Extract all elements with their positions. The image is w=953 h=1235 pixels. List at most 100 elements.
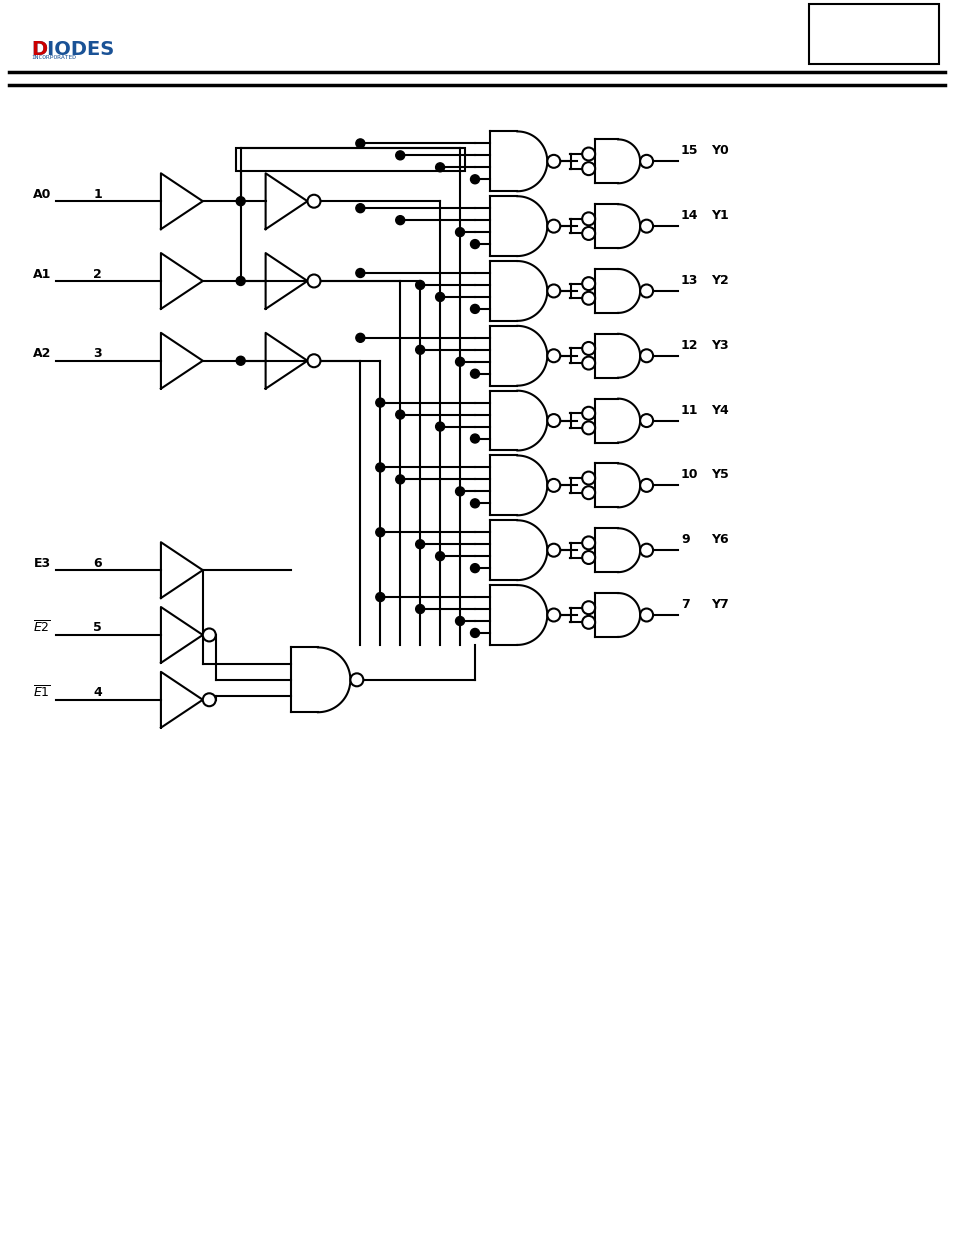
Text: 13: 13 [680,274,698,287]
Circle shape [470,175,479,184]
Text: A2: A2 [32,347,51,361]
Circle shape [307,354,320,367]
Circle shape [470,304,479,314]
Text: A1: A1 [32,268,51,280]
Text: 2: 2 [93,268,102,280]
Circle shape [639,284,653,298]
Text: Y7: Y7 [710,598,728,611]
Circle shape [436,293,444,301]
Text: $\overline{E1}$: $\overline{E1}$ [33,685,51,700]
Circle shape [436,163,444,172]
Circle shape [639,220,653,232]
Text: $\overline{E2}$: $\overline{E2}$ [33,620,51,636]
Circle shape [581,277,595,290]
Circle shape [456,357,464,367]
Circle shape [581,472,595,484]
Text: 6: 6 [93,557,102,569]
Circle shape [395,475,404,484]
Circle shape [547,154,559,168]
Circle shape [416,605,424,614]
Circle shape [581,487,595,499]
Circle shape [581,342,595,354]
Text: 15: 15 [680,144,698,157]
Circle shape [581,227,595,240]
Text: 4: 4 [93,687,102,699]
Text: Y0: Y0 [710,144,728,157]
Text: 7: 7 [680,598,689,611]
Text: 5: 5 [93,621,102,635]
Circle shape [547,220,559,232]
Circle shape [236,277,245,285]
Circle shape [547,350,559,362]
Circle shape [470,433,479,443]
Circle shape [203,629,215,641]
Circle shape [581,536,595,550]
Circle shape [547,284,559,298]
Circle shape [456,227,464,237]
Bar [235,148,464,172]
Text: 3: 3 [93,347,102,361]
Text: INCORPORATED: INCORPORATED [31,54,76,59]
Circle shape [547,414,559,427]
Circle shape [416,346,424,354]
Text: 10: 10 [680,468,698,482]
Circle shape [639,479,653,492]
Circle shape [307,195,320,207]
Circle shape [547,479,559,492]
Circle shape [456,487,464,496]
Circle shape [470,369,479,378]
Text: D: D [31,40,48,59]
Text: Y1: Y1 [710,209,728,222]
Circle shape [375,593,384,601]
Text: Y3: Y3 [710,338,728,352]
Text: 14: 14 [680,209,698,222]
Circle shape [547,543,559,557]
Circle shape [395,216,404,225]
Bar [808,4,938,64]
Circle shape [355,333,364,342]
Text: Y2: Y2 [710,274,728,287]
Circle shape [581,551,595,564]
Circle shape [639,350,653,362]
Text: Y5: Y5 [710,468,728,482]
Circle shape [639,414,653,427]
Circle shape [203,693,215,706]
Circle shape [581,147,595,161]
Circle shape [581,616,595,629]
Circle shape [355,268,364,278]
Text: E3: E3 [34,557,51,569]
Circle shape [470,499,479,508]
Circle shape [350,673,363,687]
Circle shape [375,527,384,537]
Circle shape [395,151,404,159]
Text: 9: 9 [680,534,689,546]
Circle shape [436,422,444,431]
Circle shape [307,274,320,288]
Circle shape [375,463,384,472]
Circle shape [639,154,653,168]
Text: Y6: Y6 [710,534,728,546]
Circle shape [470,629,479,637]
Text: Y4: Y4 [710,404,728,416]
Circle shape [581,406,595,420]
Circle shape [375,398,384,408]
Circle shape [416,280,424,289]
Circle shape [470,563,479,573]
Circle shape [581,601,595,614]
Circle shape [436,552,444,561]
Circle shape [581,291,595,305]
Circle shape [236,196,245,206]
Circle shape [581,162,595,175]
Circle shape [395,410,404,419]
Text: 11: 11 [680,404,698,416]
Circle shape [581,212,595,225]
Circle shape [547,609,559,621]
Text: DIODES: DIODES [31,40,114,59]
Circle shape [581,421,595,435]
Circle shape [639,609,653,621]
Circle shape [416,540,424,548]
Circle shape [456,616,464,625]
Text: A0: A0 [32,188,51,201]
Circle shape [355,138,364,148]
Circle shape [236,356,245,366]
